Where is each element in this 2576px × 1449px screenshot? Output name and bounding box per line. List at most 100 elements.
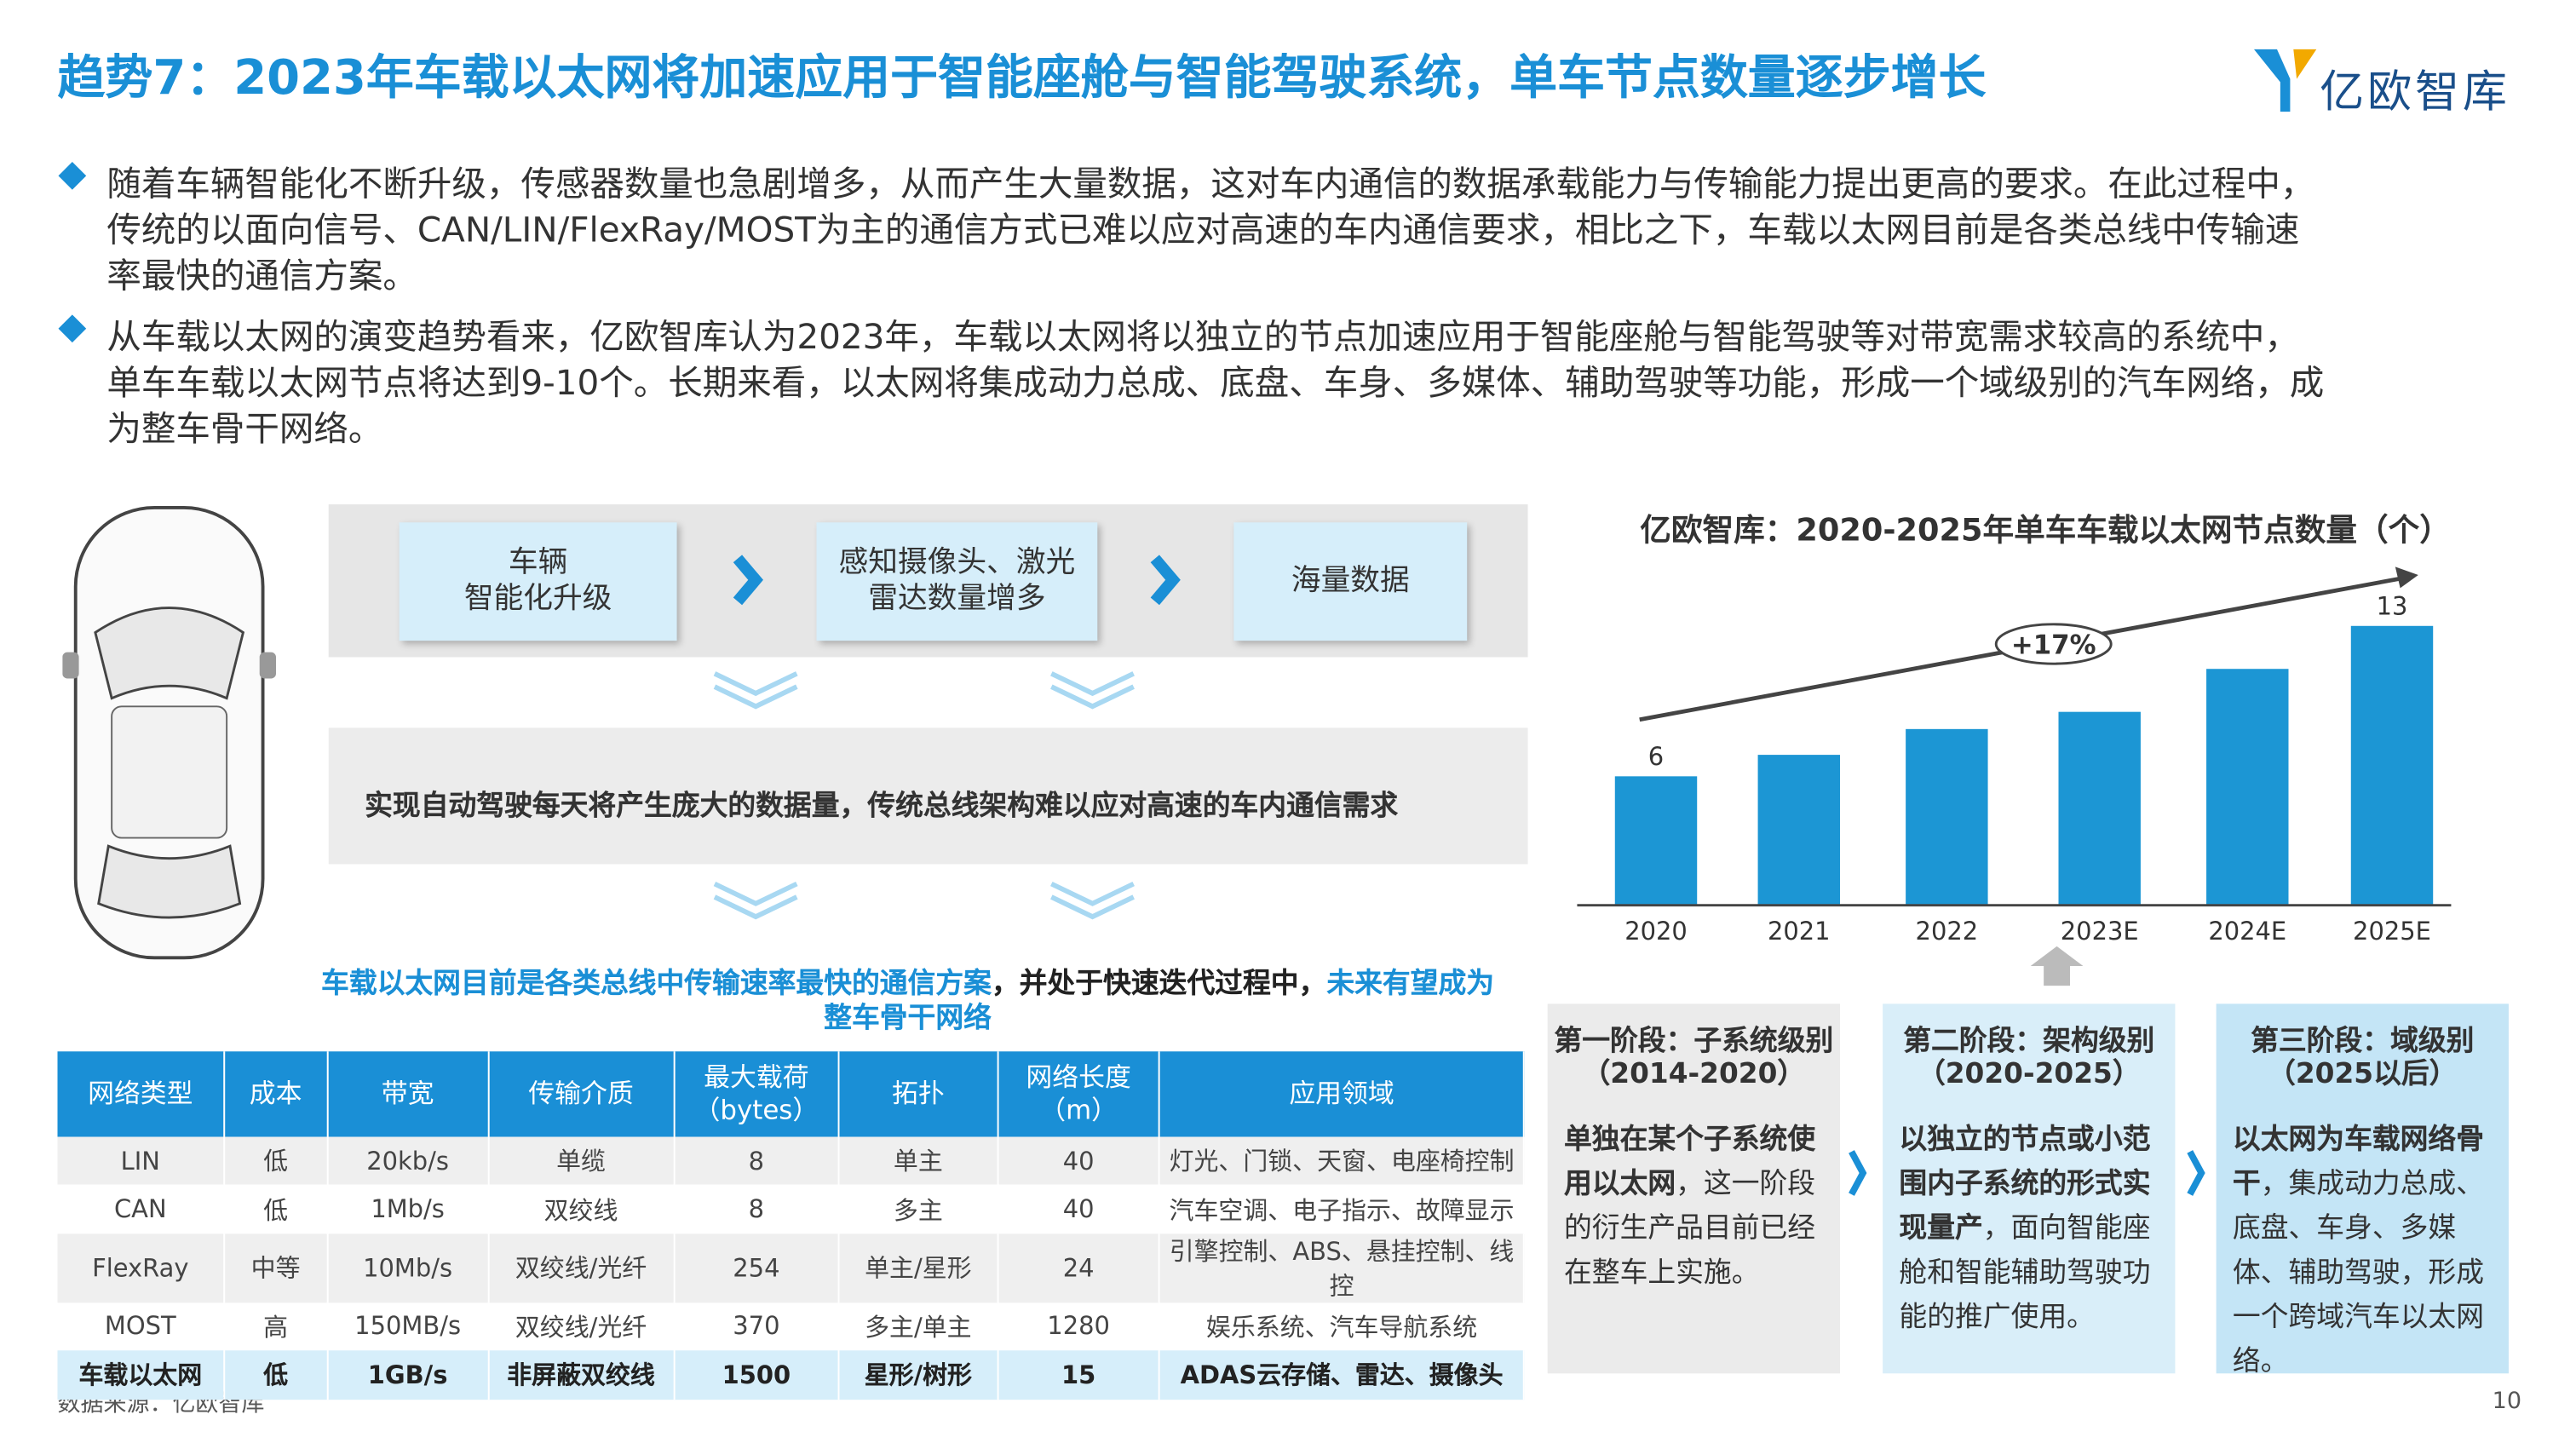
table-cell: 10Mb/s	[327, 1233, 490, 1302]
bar	[2206, 669, 2289, 906]
table-cell: 40	[997, 1185, 1161, 1233]
stage-box: 第二阶段：架构级别 （2020-2025） 以独立的节点或小范围内子系统的形式实现量…	[1883, 1003, 2176, 1374]
table-cell: 1GB/s	[327, 1350, 490, 1400]
stage-desc: 以独立的节点或小范围内子系统的形式实现量产，面向智能座舱和智能辅助驾驶功能的推广…	[1899, 1118, 2165, 1340]
flow-box-text: 雷达数量增多	[868, 581, 1046, 617]
stage-desc: 单独在某个子系统使用以太网，这一阶段的衍生产品目前已经在整车上实施。	[1564, 1118, 1830, 1296]
bullet-line: 从车载以太网的演变趋势看来，亿欧智库认为2023年，车载以太网将以独立的节点加速…	[106, 317, 2299, 357]
flow-box-text: 车辆	[508, 545, 568, 580]
table-cell: 多主	[838, 1185, 998, 1233]
bullet-line: 为整车骨干网络。	[106, 409, 383, 449]
stage-title: 第一阶段：子系统级别	[1554, 1025, 1834, 1058]
stage-desc-bold: 单独在某个子系统使用以太网	[1563, 1124, 1816, 1201]
bullet-line: 率最快的通信方案。	[106, 256, 417, 296]
table-header-cell: 网络类型	[57, 1051, 226, 1137]
table-caption: 车载以太网目前是各类总线中传输速率最快的通信方案，并处于快速迭代过程中，未来有望…	[320, 968, 1495, 1037]
logo-text: 亿欧智库	[2320, 67, 2510, 118]
table-row: FlexRay 中等 10Mb/s 双绞线/光纤 254 单主/星形 24 引擎控制、ABS、…	[57, 1233, 1525, 1302]
data-label: 13	[2377, 591, 2408, 620]
stage-period: （2014-2020）	[1582, 1057, 1806, 1091]
table-row: 车载以太网低 1GB/s 非屏蔽双绞线 1500 星形/树形 15 ADAS云存储、雷达、摄…	[57, 1350, 1525, 1400]
table-header-cell: 网络长度（m）	[997, 1051, 1161, 1137]
bullet-line: 传统的以面向信号、CAN/LIN/FlexRay/MOST为主的通信方式已难以应…	[106, 210, 2300, 250]
table-cell: 24	[997, 1233, 1161, 1302]
table-cell: 双绞线	[488, 1185, 675, 1233]
caption-segment: 车载以太网目前是各类总线中传输速率最快的通信方案	[321, 967, 992, 1001]
table-cell: 20kb/s	[327, 1136, 490, 1186]
stage-box: 第三阶段：域级别 （2025以后） 以太网为车载网络骨干，集成动力总成、底盘、车身、…	[2216, 1003, 2509, 1378]
bullet-line: 单车车载以太网节点将达到9-10个。长期来看，以太网将集成动力总成、底盘、车身、…	[106, 363, 2325, 403]
table-cell: 1500	[673, 1350, 840, 1400]
table-cell: CAN	[57, 1185, 226, 1233]
caption-segment: 未来有望成为整车骨干网络	[824, 967, 1495, 1035]
table-cell: 单主/星形	[838, 1233, 998, 1302]
bullet-line: 随着车辆智能化不断升级，传感器数量也急剧增多，从而产生大量数据，这对车内通信的数…	[106, 164, 2315, 204]
table-cell: 370	[673, 1302, 840, 1351]
table-header-cell: 成本	[224, 1051, 329, 1137]
stage-desc-bold: 以太网为车载网络骨干	[2232, 1124, 2484, 1201]
table-header-cell: 带宽	[327, 1051, 490, 1137]
table-header-cell: 拓扑	[838, 1051, 998, 1137]
stage-period: （2025以后）	[2268, 1057, 2458, 1091]
table-header-cell: 传输介质	[488, 1051, 675, 1137]
table-row: MOST 高 150MB/s 双绞线/光纤 370 多主/单主 1280 娱乐系统、汽车导航系…	[57, 1302, 1525, 1351]
title: 趋势7：2023年车载以太网将加速应用于智能座舱与智能驾驶系统，单车节点数量逐步…	[57, 49, 1987, 106]
bar	[2350, 625, 2434, 906]
table-cell: 单缆	[488, 1136, 675, 1186]
flow-box: 感知摄像头、激光 雷达数量增多	[816, 522, 1098, 641]
table-cell: 低	[224, 1185, 329, 1233]
flow-box: 车辆 智能化升级	[399, 522, 677, 641]
x-tick-label: 2022	[1916, 917, 1979, 946]
table-header-cell: 最大载荷（bytes）	[673, 1051, 840, 1137]
table-cell: 低	[224, 1350, 329, 1400]
x-tick-label: 2021	[1768, 917, 1831, 946]
table-cell: 15	[997, 1350, 1161, 1400]
table-cell: 汽车空调、电子指示、故障显示	[1159, 1185, 1525, 1233]
conclusion: 实现自动驾驶每天将产生庞大的数据量，传统总线架构难以应对高速的车内通信需求	[365, 790, 1399, 824]
table-cell: 40	[997, 1136, 1161, 1186]
table-cell: LIN	[57, 1136, 226, 1186]
stage-desc: 以太网为车载网络骨干，集成动力总成、底盘、车身、多媒体、辅助驾驶，形成一个跨域汽…	[2233, 1118, 2498, 1384]
caption-segment: ，并处于快速迭代过程中，	[991, 967, 1327, 1001]
table-cell: 254	[673, 1233, 840, 1302]
stage-title: 第二阶段：架构级别	[1903, 1025, 2155, 1058]
table-cell: 灯光、门锁、天窗、电座椅控制	[1159, 1136, 1525, 1186]
x-tick-label: 2023E	[2061, 917, 2139, 946]
table-cell: 150MB/s	[327, 1302, 490, 1351]
table-cell: 低	[224, 1136, 329, 1186]
table-header-row: 网络类型 成本 带宽 传输介质 最大载荷（bytes） 拓扑 网络长度（m） 应用领域	[57, 1051, 1525, 1137]
flow-box-text: 海量数据	[1291, 563, 1410, 598]
table-cell: 8	[673, 1185, 840, 1233]
table-cell: 8	[673, 1136, 840, 1186]
bar	[2058, 711, 2141, 906]
trend-arrowhead	[2395, 566, 2418, 589]
table-row: LIN 低 20kb/s 单缆 8 单主 40 灯光、门锁、天窗、电座椅控制	[57, 1136, 1525, 1186]
table-cell: FlexRay	[57, 1233, 226, 1302]
x-tick-label: 2024E	[2208, 917, 2286, 946]
car	[62, 505, 276, 960]
stage-box: 第一阶段：子系统级别 （2014-2020） 单独在某个子系统使用以太网，这一阶段的…	[1547, 1003, 1840, 1374]
annotation-bubble	[1994, 623, 2113, 665]
chart: 亿欧智库：2020-2025年单车车载以太网节点数量（个） +17% 6 2020 20…	[1577, 511, 2452, 946]
table-cell: 高	[224, 1302, 329, 1351]
table-header-cell: 应用领域	[1159, 1051, 1525, 1137]
table-cell: 双绞线/光纤	[488, 1233, 675, 1302]
stage-desc-text: ，这一阶段的衍生产品目前已经在整车上实施。	[1563, 1168, 1816, 1290]
table-cell: 多主/单主	[838, 1302, 998, 1351]
table-cell: 单主	[838, 1136, 998, 1186]
table-cell: 双绞线/光纤	[488, 1302, 675, 1351]
x-tick-label: 2020	[1624, 917, 1688, 946]
flow-box-text: 感知摄像头、激光	[838, 545, 1076, 580]
flow-box: 海量数据	[1233, 522, 1468, 641]
table-cell: 1Mb/s	[327, 1185, 490, 1233]
conclusion-band	[328, 727, 1528, 865]
flow-box-text: 智能化升级	[463, 581, 612, 617]
table-cell: 中等	[224, 1233, 329, 1302]
stage-desc-text: ，面向智能座舱和智能辅助驾驶功能的推广使用。	[1899, 1212, 2151, 1334]
stage-desc-bold: 以独立的节点或小范围内子系统的形式实现量产	[1899, 1124, 2151, 1245]
table-cell: 非屏蔽双绞线	[488, 1350, 675, 1400]
bar	[1614, 776, 1698, 906]
x-tick-label: 2025E	[2353, 917, 2431, 946]
